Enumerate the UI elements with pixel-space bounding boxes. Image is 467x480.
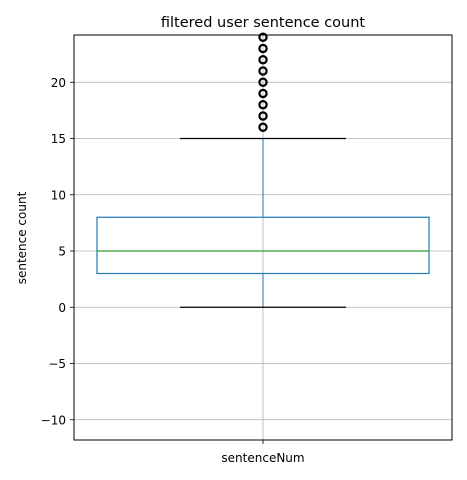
y-tick-label: 5	[58, 245, 66, 259]
y-tick-label: 20	[51, 76, 66, 90]
iqr-box	[96, 216, 430, 275]
y-tick-label: 15	[51, 132, 66, 146]
x-axis: sentenceNum	[221, 440, 305, 465]
outlier-point	[258, 32, 268, 42]
outlier-point	[258, 122, 268, 132]
y-tick-label: 10	[51, 188, 66, 202]
outlier-point	[258, 43, 268, 54]
outlier-point	[258, 88, 268, 99]
outlier-point	[258, 66, 268, 76]
outlier-point	[258, 55, 268, 65]
y-tick-label: −10	[41, 413, 66, 427]
outlier-point	[258, 111, 268, 121]
y-tick-label: 0	[58, 301, 66, 315]
grid	[74, 35, 452, 440]
y-tick-label: −5	[48, 357, 66, 371]
outlier-point	[258, 100, 268, 110]
y-axis-label: sentence count	[15, 191, 29, 284]
chart-title: filtered user sentence count	[161, 15, 366, 31]
x-tick-label: sentenceNum	[221, 451, 304, 465]
outlier-point	[258, 77, 268, 87]
plot-area	[96, 32, 430, 308]
y-axis: −10 −5 0 5 10 15 20	[41, 76, 74, 427]
